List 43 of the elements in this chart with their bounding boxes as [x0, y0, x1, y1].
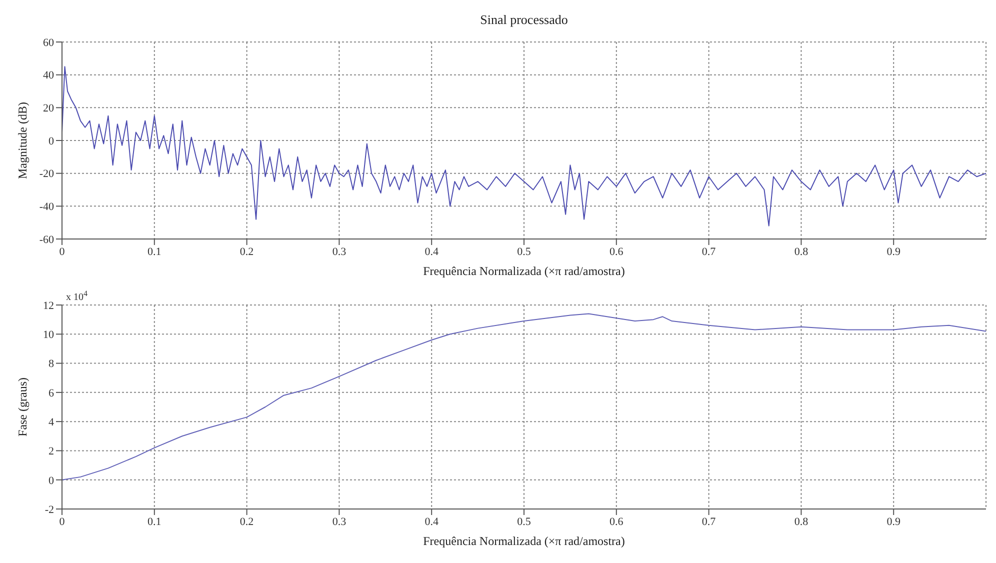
line-series	[62, 66, 986, 226]
x-tick-label: 0.1	[148, 516, 162, 528]
x-tick-label: 0.4	[424, 246, 439, 258]
y-tick-label: 20	[43, 102, 54, 115]
x-tick-label: 0.3	[332, 516, 347, 528]
x-tick-label: 0.5	[517, 246, 532, 258]
y-tick-label: -2	[44, 504, 54, 516]
x-tick-label: 0.2	[240, 516, 254, 528]
x-tick-label: 0.9	[886, 246, 901, 258]
y-axis-title: Fase (graus)	[15, 378, 30, 436]
x-tick-label: 0.4	[424, 516, 439, 528]
y-tick-label: 60	[43, 36, 54, 49]
y-tick-label: -40	[39, 201, 54, 214]
x-tick-label: 0	[59, 516, 66, 528]
y-tick-label: 2	[48, 446, 54, 458]
y-axis-title: Magnitude (dB)	[15, 102, 30, 179]
x-tick-label: 0.2	[240, 246, 254, 258]
x-tick-label: 0.5	[517, 516, 532, 528]
line-series	[62, 313, 986, 480]
y-tick-label: 8	[48, 358, 54, 370]
x-tick-label: 0.7	[702, 516, 716, 528]
text: x 10$^{4}$	[66, 288, 88, 303]
y-tick-label: 0	[48, 135, 54, 148]
x-tick-label: 0.6	[610, 516, 624, 528]
y-tick-label: 6	[48, 387, 54, 400]
x-axis-title: Frequência Normalizada (×π rad/amostra)	[423, 534, 625, 548]
y-tick-label: -60	[39, 234, 54, 246]
y-tick-label: 0	[48, 474, 54, 487]
x-tick-label: 0.6	[610, 246, 624, 258]
y-tick-label: 10	[43, 329, 54, 342]
x-tick-label: 0.9	[886, 516, 901, 528]
y-tick-label: 12	[43, 300, 54, 312]
x-axis-title: Frequência Normalizada (×π rad/amostra)	[423, 264, 625, 278]
y-tick-label: 40	[43, 70, 54, 82]
x-tick-label: 0.7	[702, 246, 716, 258]
y-tick-label: -20	[39, 168, 54, 180]
x-tick-label: 0.3	[332, 246, 347, 258]
x-tick-label: 0.8	[794, 516, 809, 528]
chart-title: Sinal processado	[480, 12, 568, 27]
x-tick-label: 0	[59, 246, 66, 258]
x-tick-label: 0.1	[148, 246, 162, 258]
x-tick-label: 0.8	[794, 246, 809, 258]
y-tick-label: 4	[48, 416, 54, 428]
